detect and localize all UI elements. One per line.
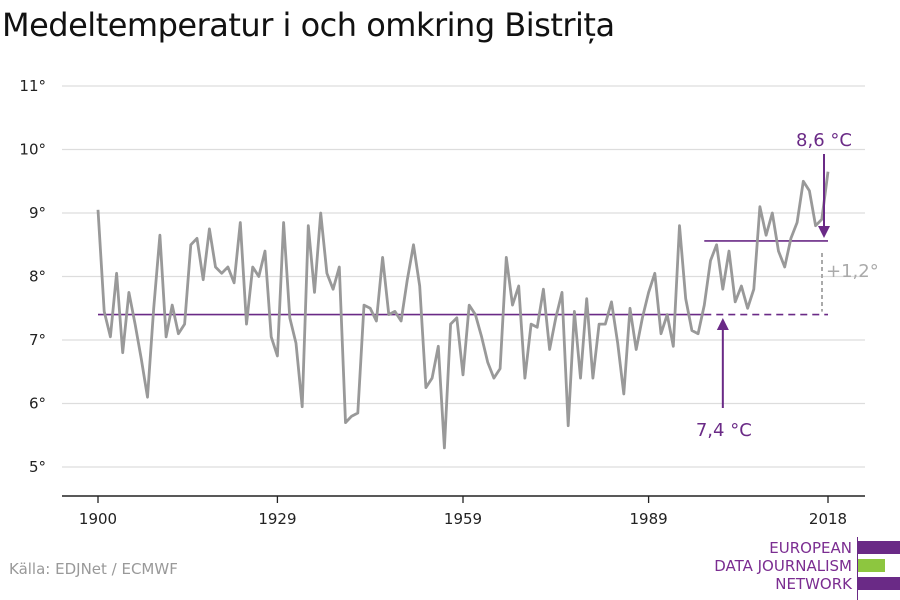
logo-line-3: NETWORK: [775, 575, 852, 593]
annotations: +1,2° 8,6 °C 7,4 °C: [696, 130, 879, 441]
x-axis: 1900 1929 1959 1989 2018: [62, 495, 865, 528]
difference-label: +1,2°: [826, 261, 879, 282]
x-tick-label: 1959: [444, 510, 482, 528]
logo-line-1: EUROPEAN: [769, 539, 852, 557]
logo-bar-green: [857, 559, 885, 572]
recent-mean-label: 8,6 °C: [796, 130, 852, 151]
y-tick-label: 9°: [29, 204, 46, 222]
recent-arrow-head: [818, 226, 830, 238]
baseline-arrow-head: [716, 318, 729, 330]
series-group: [96, 171, 830, 450]
logo-bar-purple-top: [857, 541, 900, 554]
x-tick-label: 1900: [79, 510, 117, 528]
y-tick-labels: 5° 6° 7° 8° 9° 10° 11°: [19, 77, 46, 476]
x-tick-label: 1989: [629, 510, 667, 528]
y-tick-label: 5°: [29, 458, 46, 476]
gridlines: [62, 85, 865, 468]
x-tick-label: 2018: [809, 510, 847, 528]
chart-title: Medeltemperatur i och omkring Bistrița: [2, 6, 615, 44]
y-tick-label: 6°: [29, 395, 46, 413]
logo-line-2: DATA JOURNALISM: [714, 557, 852, 575]
y-tick-label: 10°: [19, 141, 46, 159]
source-note: Källa: EDJNet / ECMWF: [9, 560, 178, 578]
temperature-series-line: [96, 171, 830, 450]
y-tick-label: 8°: [29, 268, 46, 286]
baseline-mean-label: 7,4 °C: [696, 420, 752, 441]
y-tick-label: 7°: [29, 331, 46, 349]
logo-divider: [857, 537, 858, 600]
y-tick-label: 11°: [19, 77, 46, 95]
logo-bar-purple-bottom: [857, 577, 900, 590]
edjnet-logo: EUROPEAN DATA JOURNALISM NETWORK: [700, 537, 900, 600]
x-tick-label: 1929: [258, 510, 296, 528]
